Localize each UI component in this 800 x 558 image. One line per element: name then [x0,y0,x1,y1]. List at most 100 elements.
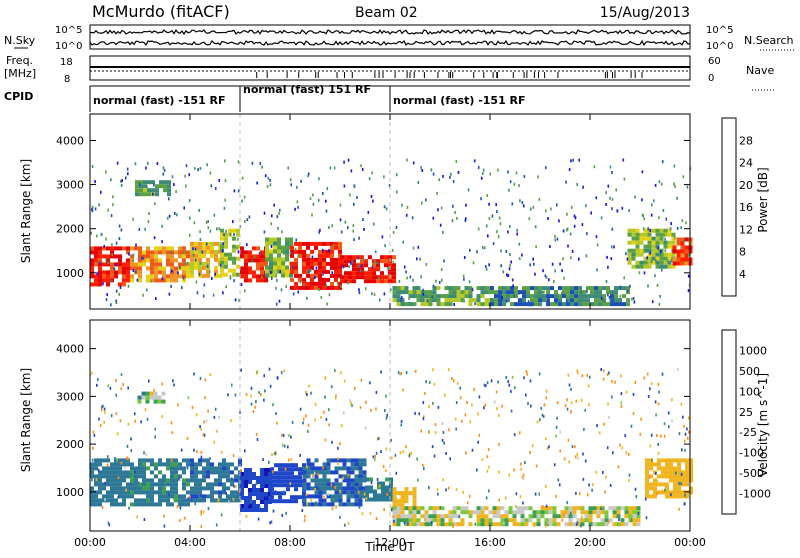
heatmap-cell [306,273,310,278]
scatter-echo [596,268,598,272]
scatter-echo [266,185,269,189]
heatmap-cell [248,496,252,500]
heatmap-cell [290,285,294,290]
heatmap-cell [396,499,401,504]
scatter-echo [272,403,274,407]
heatmap-cell [544,518,549,523]
scatter-echo [362,218,364,221]
heatmap-cell [542,286,546,291]
scatter-echo [240,499,242,503]
scatter-echo [620,392,623,396]
heatmap-cell [294,265,298,270]
heatmap-cell [492,510,497,515]
scatter-echo [562,229,565,233]
scatter-echo [656,283,659,287]
heatmap-cell [322,498,327,503]
heatmap-cell [689,470,693,475]
scatter-echo [435,279,437,283]
heatmap-cell [528,518,533,523]
heatmap-cell [604,514,609,519]
heatmap-cell [154,266,158,271]
scatter-echo [170,458,173,462]
scatter-echo [166,216,169,220]
nsky-strip-frame [89,24,691,50]
heatmap-cell [286,467,290,472]
heatmap-cell [392,298,397,303]
scatter-echo [519,495,522,499]
heatmap-cell [534,294,538,299]
scatter-echo [567,373,570,377]
scatter-echo [399,372,401,376]
heatmap-cell [624,522,629,527]
heatmap-cell [90,474,94,479]
heatmap-cell [230,462,234,467]
heatmap-cell [368,275,372,280]
heatmap-cell [460,506,465,511]
scatter-echo [324,376,327,380]
heatmap-cell [342,502,347,507]
heatmap-cell [139,180,143,185]
heatmap-cell [360,267,364,272]
scatter-echo [452,379,455,383]
scatter-echo [322,248,324,252]
heatmap-cell [518,302,522,307]
scatter-echo [312,193,314,197]
heatmap-cell [524,522,529,527]
heatmap-cell [240,270,244,275]
heatmap-cell [286,483,290,488]
scatter-echo [474,302,476,306]
scatter-echo [454,211,456,214]
scatter-echo [223,265,226,269]
scatter-echo [442,174,444,178]
scatter-echo [391,456,393,460]
scatter-echo [329,166,332,170]
heatmap-cell [314,482,319,487]
heatmap-cell [534,302,538,307]
heatmap-cell [154,274,158,279]
scatter-echo [551,262,554,266]
scatter-echo [386,413,388,417]
scatter-echo [269,178,271,182]
heatmap-cell [290,471,294,476]
heatmap-cell [388,279,392,284]
heatmap-cell [248,266,252,271]
heatmap-cell [310,281,314,286]
heatmap-cell [346,458,351,463]
heatmap-cell [665,466,669,471]
heatmap-cell [456,298,461,303]
scatter-echo [647,284,649,288]
heatmap-cell [645,458,649,463]
scatter-echo [246,243,248,247]
heatmap-cell [122,470,126,475]
heatmap-cell [264,468,268,472]
scatter-echo [183,250,186,254]
heatmap-cell [326,458,331,463]
heatmap-cell [146,266,150,271]
scatter-echo [523,204,525,208]
heatmap-cell [377,481,381,486]
heatmap-cell [310,494,315,499]
scatter-echo [270,520,273,524]
heatmap-cell [546,298,550,303]
heatmap-cell [322,482,327,487]
scatter-echo [676,490,679,494]
heatmap-cell [680,249,685,254]
heatmap-cell [490,302,494,307]
heatmap-cell [310,502,315,507]
heatmap-cell [134,486,138,491]
heatmap-cell [110,474,114,479]
heatmap-cell [338,466,343,471]
scatter-echo [467,188,470,192]
heatmap-cell [444,294,449,299]
heatmap-cell [224,256,228,261]
scatter-echo [193,221,196,225]
heatmap-cell [240,246,244,251]
scatter-echo [444,393,446,397]
scatter-echo [317,198,320,202]
scatter-echo [583,427,585,431]
heatmap-cell [90,262,94,267]
scatter-echo [223,233,225,237]
scatter-echo [615,188,617,192]
heatmap-cell [661,458,665,463]
heatmap-cell [158,250,162,255]
